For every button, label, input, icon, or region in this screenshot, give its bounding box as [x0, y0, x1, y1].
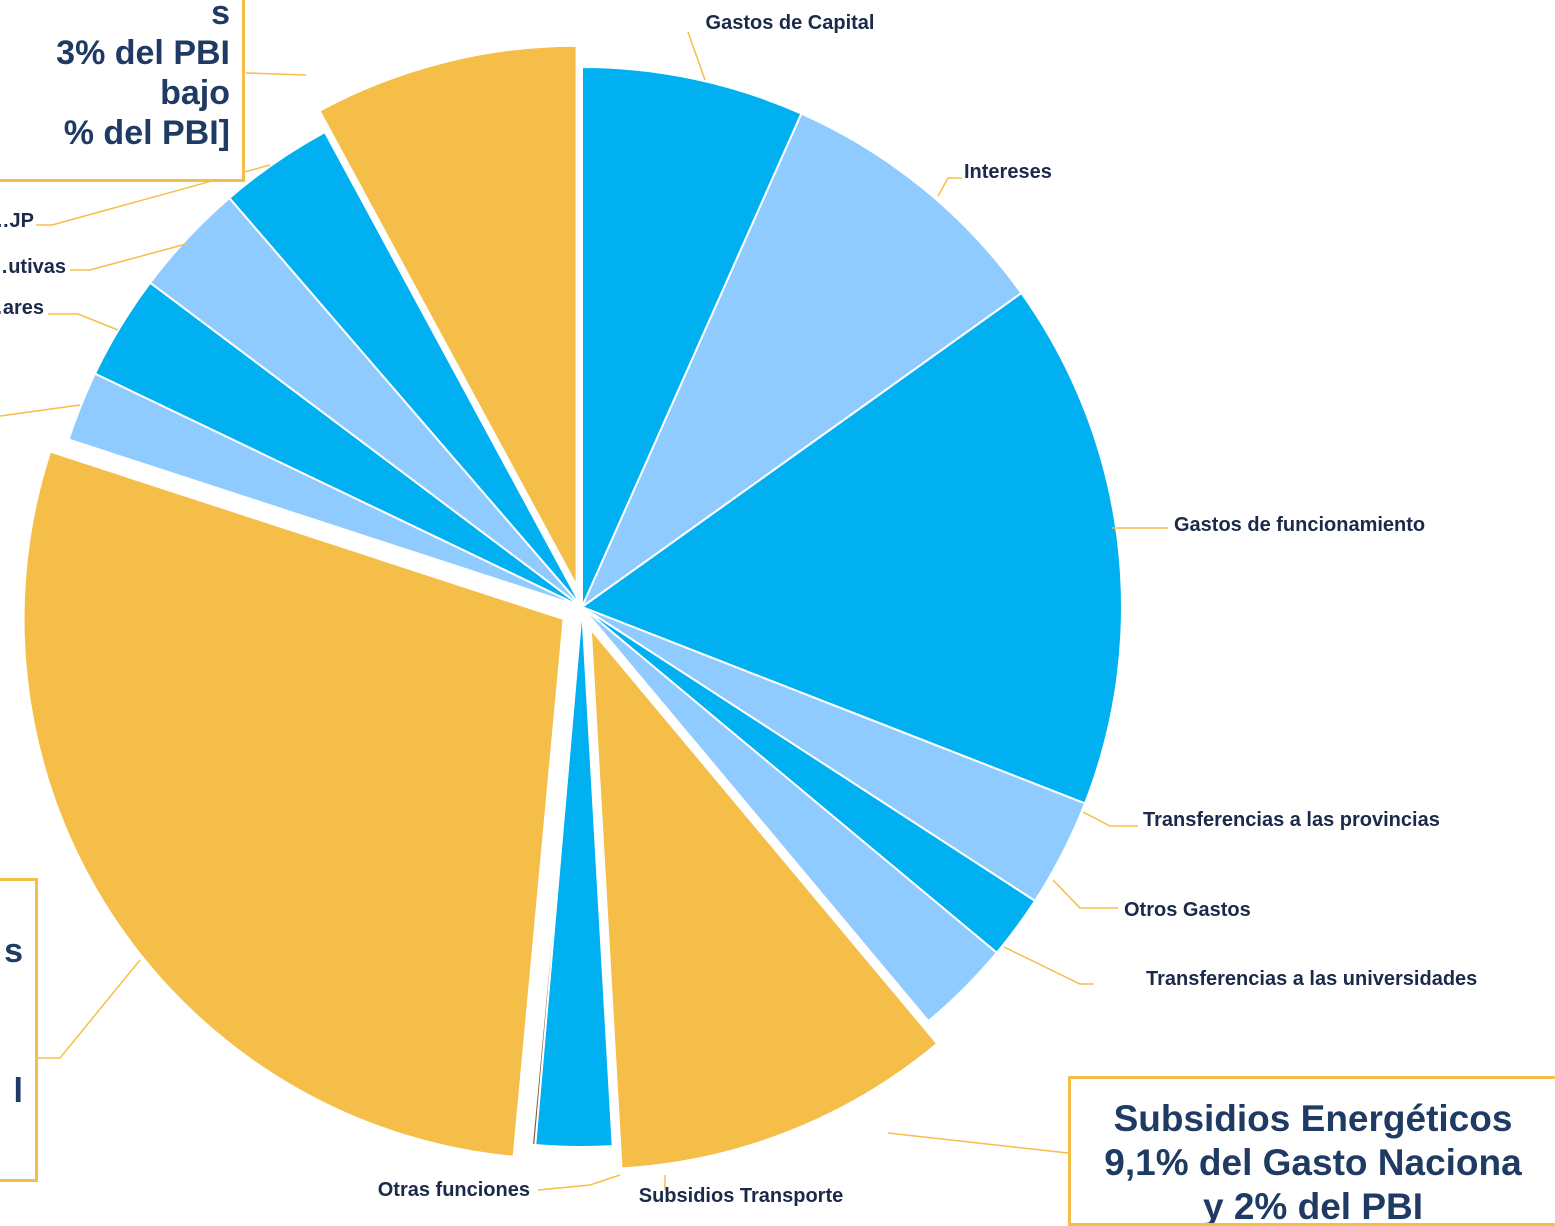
leader-line-2: [937, 177, 962, 197]
pie-slice-9: [530, 606, 583, 1147]
slice-label-gastos-de-funcionamiento: Gastos de funcionamiento: [1174, 514, 1425, 536]
slice-label-jp: …JP: [0, 210, 34, 232]
leader-line-4: [1082, 811, 1138, 827]
slice-label-gastos-de-capital: Gastos de Capital: [706, 12, 875, 34]
callout-top: s 3% del PBI bajo % del PBI]: [0, 0, 245, 182]
leader-lines: [0, 31, 1168, 1191]
callout-top-line-3: bajo: [160, 74, 230, 112]
callout-right-line-3: y 2% del PBI: [1202, 1186, 1424, 1226]
leader-line-7: [887, 1132, 1069, 1154]
pie-slice-7: [589, 626, 939, 1170]
pie-slice-10: [22, 450, 565, 1158]
leader-line-12: [48, 313, 119, 331]
leader-line-10: [38, 959, 141, 1059]
leader-line-14: [36, 164, 271, 226]
slice-label-intereses: Intereses: [964, 161, 1052, 183]
slice-label-transferencias-provincias: Transferencias a las provincias: [1143, 809, 1440, 831]
slice-label-otras-funciones: Otras funciones: [378, 1179, 530, 1201]
callout-left-line-2: l: [13, 1072, 23, 1110]
pie-slice-6: [581, 606, 999, 1023]
callout-top-line-1: s: [211, 0, 230, 32]
leader-line-9: [537, 1174, 621, 1191]
pie-slice-14: [227, 130, 583, 608]
leader-line-13: [70, 243, 187, 271]
pie-slices: [22, 44, 1123, 1170]
callout-left: s l: [0, 878, 38, 1182]
leader-line-15: [245, 72, 307, 76]
callout-top-line-2: 3% del PBI: [56, 34, 230, 72]
slice-label-ares: …ares: [0, 297, 44, 319]
pie-slice-15: [318, 44, 578, 587]
callout-subsidios-energeticos: Subsidios Energéticos 9,1% del Gasto Nac…: [1068, 1076, 1555, 1226]
callout-top-line-4: % del PBI]: [63, 114, 230, 152]
leader-line-1: [687, 31, 706, 81]
slice-labels: Gastos de Capital Intereses Gastos de fu…: [0, 12, 1477, 1207]
leader-line-5: [1052, 879, 1118, 909]
callout-right-line-2: 9,1% del Gasto Naciona: [1104, 1142, 1522, 1183]
callout-right-line-1: Subsidios Energéticos: [1113, 1098, 1513, 1139]
slice-label-subsidios-transporte: Subsidios Transporte: [639, 1185, 843, 1207]
leader-line-11: [0, 404, 81, 417]
callout-left-line-1: s: [4, 932, 23, 970]
pie-slice-2: [579, 112, 1023, 610]
slice-label-otros-gastos: Otros Gastos: [1124, 899, 1251, 921]
pie-slice-1: [581, 65, 803, 608]
slice-label-utivas: …utivas: [0, 256, 66, 278]
leader-line-6: [1003, 946, 1094, 985]
pie-slice-3: [579, 291, 1123, 805]
slice-label-transferencias-universidades: Transferencias a las universidades: [1146, 968, 1477, 990]
